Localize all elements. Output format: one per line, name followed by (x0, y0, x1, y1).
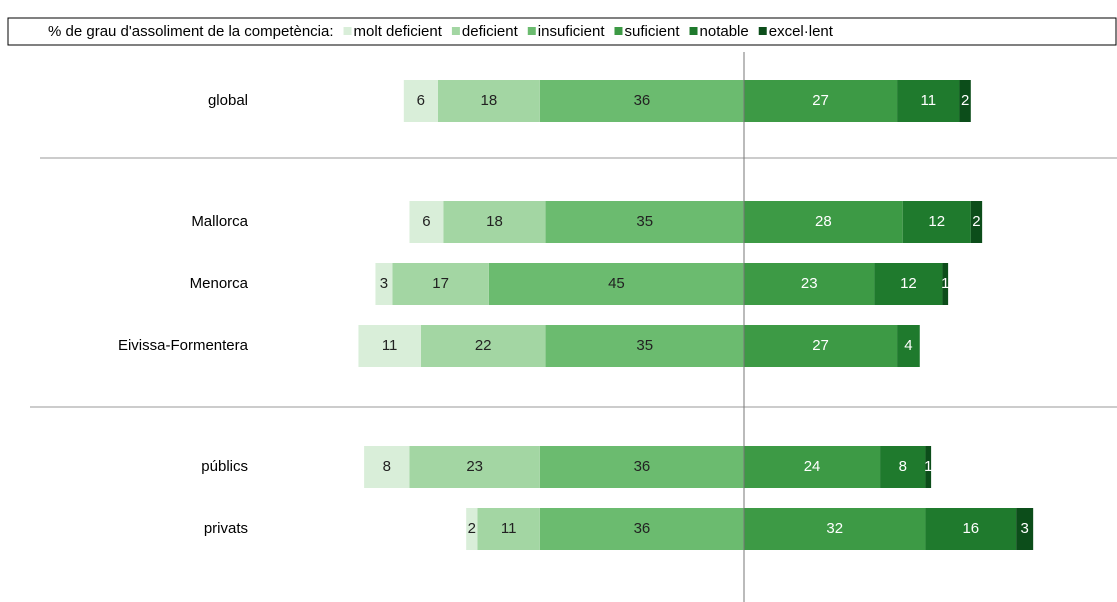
data-label: 32 (826, 520, 843, 537)
bar-segment (409, 201, 444, 243)
data-label: 23 (801, 275, 818, 292)
bar-segment (744, 201, 903, 243)
data-label: 2 (961, 92, 969, 109)
data-label: 8 (899, 458, 907, 475)
bar-segment (959, 80, 971, 122)
data-label: 11 (501, 520, 517, 537)
data-label: 36 (634, 92, 651, 109)
data-label: 1 (941, 275, 949, 292)
data-label: 35 (636, 337, 653, 354)
bar-segment (925, 446, 932, 488)
data-label: 3 (380, 275, 388, 292)
data-label: 2 (468, 520, 476, 537)
bar-segment (942, 263, 949, 305)
bar-segment (744, 325, 898, 367)
legend-swatch (614, 27, 623, 35)
bar-segment (375, 263, 393, 305)
bar-segment (539, 446, 744, 488)
data-label: 17 (432, 275, 449, 292)
bar-segment (744, 80, 898, 122)
legend-swatch (758, 27, 767, 35)
legend-swatch (689, 27, 698, 35)
data-label: 16 (962, 520, 979, 537)
bar-segment (443, 201, 546, 243)
category-label: privats (204, 520, 248, 537)
data-label: 36 (634, 520, 651, 537)
bar-segment (744, 263, 875, 305)
data-label: 6 (417, 92, 425, 109)
data-label: 35 (636, 213, 653, 230)
bar-segment (902, 201, 971, 243)
bar-segment (874, 263, 943, 305)
bar-segment (545, 201, 744, 243)
legend-label: suficient (624, 23, 680, 40)
data-label: 2 (972, 213, 980, 230)
bar-segment (358, 325, 421, 367)
legend-label: insuficient (538, 23, 606, 40)
data-label: 23 (466, 458, 483, 475)
data-label: 24 (804, 458, 821, 475)
legend-label: excel·lent (769, 23, 834, 40)
data-label: 8 (383, 458, 391, 475)
bar-segment (477, 508, 540, 550)
bar-segment (392, 263, 489, 305)
legend-swatch (343, 27, 352, 35)
data-label: 18 (481, 92, 498, 109)
data-label: 18 (486, 213, 503, 230)
bar-segment (744, 446, 881, 488)
data-label: 12 (900, 275, 917, 292)
bar-segment (744, 508, 926, 550)
data-label: 27 (812, 337, 829, 354)
legend-box (7, 17, 1117, 46)
legend-label: molt deficient (354, 23, 443, 40)
bar-segment (437, 80, 540, 122)
bar-segment (539, 80, 744, 122)
data-label: 27 (812, 92, 829, 109)
bar-segment (1016, 508, 1034, 550)
bar-segment (364, 446, 410, 488)
data-label: 11 (382, 337, 398, 354)
legend-label: deficient (462, 23, 519, 40)
data-label: 36 (634, 458, 651, 475)
bar-segment (488, 263, 744, 305)
bar-segment (880, 446, 926, 488)
data-label: 4 (904, 337, 912, 354)
data-label: 12 (928, 213, 945, 230)
category-label: Mallorca (191, 213, 248, 230)
bar-segment (403, 80, 438, 122)
legend-label: notable (700, 23, 749, 40)
data-label: 1 (924, 458, 932, 475)
bar-segment (925, 508, 1017, 550)
bar-segment (545, 325, 744, 367)
category-label: Menorca (190, 275, 249, 292)
bar-segment (970, 201, 983, 243)
data-label: 22 (475, 337, 492, 354)
bar-segment (420, 325, 546, 367)
legend-swatch (527, 27, 536, 35)
bar-segment (466, 508, 478, 550)
data-label: 28 (815, 213, 832, 230)
data-label: 6 (422, 213, 430, 230)
bar-segment (897, 80, 960, 122)
category-label: global (208, 92, 248, 109)
category-label: Eivissa-Formentera (118, 337, 249, 354)
bar-segment (897, 325, 920, 367)
data-label: 45 (608, 275, 625, 292)
data-label: 11 (920, 92, 936, 109)
legend-swatch (451, 27, 460, 35)
bar-segment (409, 446, 540, 488)
category-label: públics (201, 458, 248, 475)
legend-title: % de grau d'assoliment de la competència… (48, 23, 334, 40)
bar-segment (539, 508, 744, 550)
data-label: 3 (1020, 520, 1028, 537)
